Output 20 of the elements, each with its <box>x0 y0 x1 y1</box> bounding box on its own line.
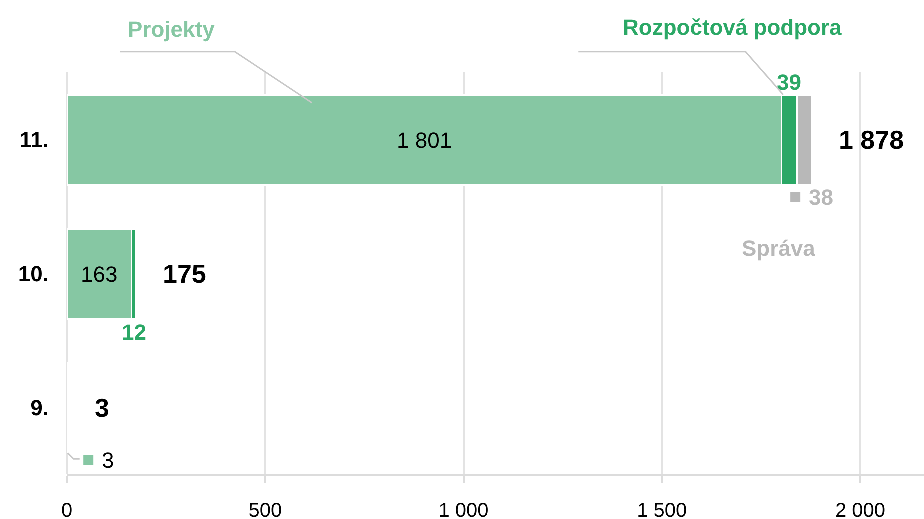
data-label: 38 <box>809 185 834 210</box>
y-tick-label: 10. <box>18 262 49 287</box>
data-label: 163 <box>81 262 118 287</box>
total-label: 175 <box>163 259 206 289</box>
data-label: 39 <box>777 70 802 95</box>
x-tick-label: 1 000 <box>438 500 489 519</box>
data-label: 3 <box>102 448 114 473</box>
x-tick-label: 0 <box>61 500 73 519</box>
total-label: 1 878 <box>839 125 904 155</box>
x-tick-label: 1 500 <box>637 500 688 519</box>
y-tick-label: 11. <box>20 128 49 153</box>
text: Rozpočtová podpora <box>623 15 843 40</box>
total-label: 3 <box>95 393 110 423</box>
data-label: 12 <box>122 320 146 345</box>
x-tick-label: 500 <box>248 500 282 519</box>
text: Správa <box>742 236 816 261</box>
y-tick-label: 9. <box>30 396 49 421</box>
data-label: 1 801 <box>397 128 452 153</box>
text: Projekty <box>128 17 216 42</box>
x-tick-label: 2 000 <box>835 500 886 519</box>
